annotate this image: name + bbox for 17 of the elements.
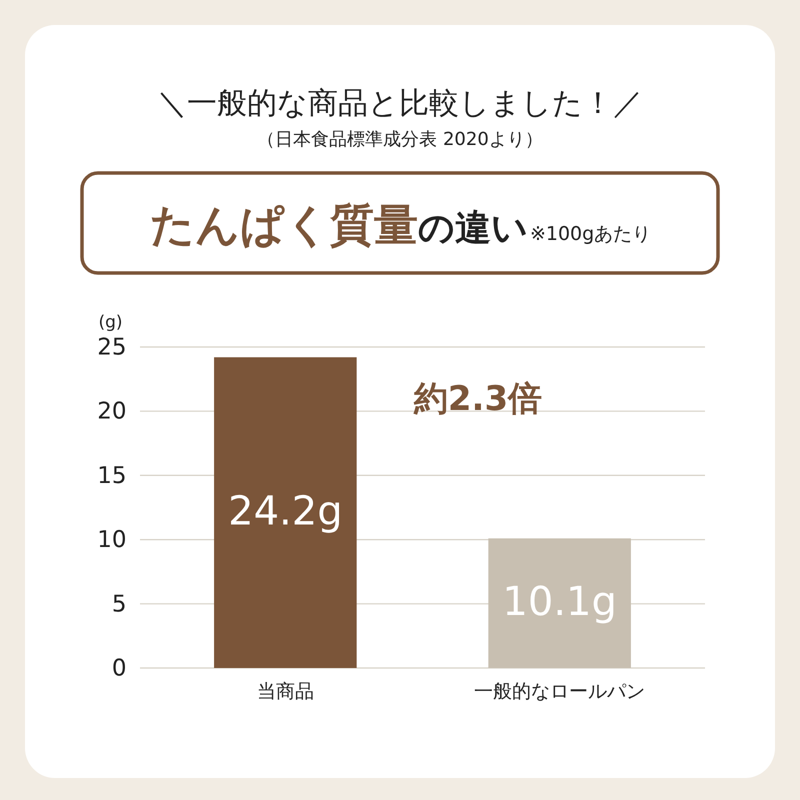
y-tick-label: 25 — [97, 334, 126, 360]
y-tick-label: 5 — [112, 591, 126, 618]
y-tick-label: 0 — [112, 656, 126, 682]
y-tick-label: 15 — [97, 462, 126, 489]
x-tick-label: 当商品 — [256, 680, 314, 702]
chart-title: ＼一般的な商品と比較しました！／ — [157, 86, 643, 121]
text: ※100gあたり — [530, 223, 652, 245]
text: の違い — [418, 208, 528, 249]
data-label: 10.1g — [502, 579, 617, 626]
x-tick-label: 一般的なロールパン — [474, 680, 646, 702]
annotation: 約2.3倍 — [412, 379, 542, 419]
y-tick-label: 10 — [97, 527, 126, 554]
text: たんぱく質量 — [150, 200, 418, 251]
y-tick-label: 20 — [97, 398, 126, 425]
y-axis-title: (g) — [98, 312, 123, 332]
data-label: 24.2g — [228, 488, 343, 535]
chart-subtitle: （日本食品標準成分表 2020より） — [257, 129, 543, 150]
